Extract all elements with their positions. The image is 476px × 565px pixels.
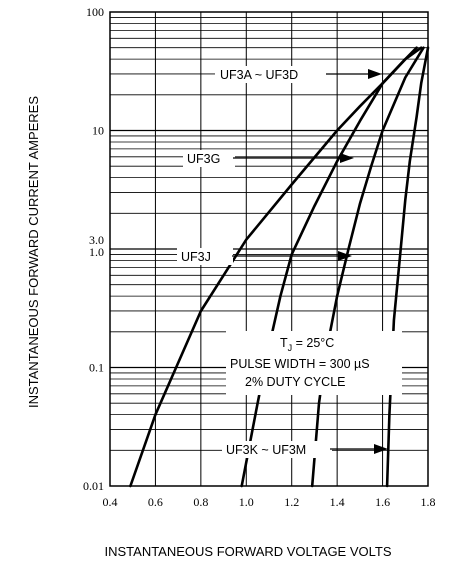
curve-uf3g (240, 46, 423, 488)
series-label-uf3g: UF3G (183, 150, 354, 167)
series-label-uf3j: UF3J (177, 248, 352, 265)
series-label-uf3k-uf3m-text: UF3K ~ UF3M (226, 443, 306, 457)
series-label-uf3g-text: UF3G (187, 152, 220, 166)
x-tick-label: 0.8 (193, 495, 208, 509)
x-tick-label: 1.0 (239, 495, 254, 509)
series-label-uf3a-uf3d-text: UF3A ~ UF3D (220, 68, 298, 82)
x-tick-label: 1.2 (284, 495, 299, 509)
x-tick-label: 0.4 (103, 495, 118, 509)
y-tick-label: 10 (92, 124, 104, 138)
y-tick-label: 100 (86, 5, 104, 19)
series-label-uf3j-text: UF3J (181, 250, 211, 264)
chart-grid (110, 12, 428, 486)
test-conditions: TJ = 25°C PULSE WIDTH = 300 µS 2% DUTY C… (226, 331, 402, 395)
series-label-uf3k-uf3m: UF3K ~ UF3M (222, 441, 388, 458)
y-axis-title: INSTANTANEOUS FORWARD CURRENT AMPERES (26, 96, 41, 408)
curve-uf3a-uf3d (129, 46, 418, 488)
curve-uf3k-uf3m (385, 46, 430, 488)
y-tick-label: 3.0 (89, 233, 104, 247)
y-tick-label: 0.01 (83, 479, 104, 493)
y-tick-label: 0.1 (89, 361, 104, 375)
plot-frame (109, 11, 429, 487)
x-axis-title: INSTANTANEOUS FORWARD VOLTAGE VOLTS (105, 544, 392, 559)
chart-curves (129, 46, 430, 488)
y-axis-ticks: 0.01 0.1 1.03.0 10 100 (83, 5, 104, 493)
x-axis-ticks: 0.4 0.6 0.8 1.0 1.2 1.4 1.6 1.8 (103, 495, 436, 509)
x-tick-label: 0.6 (148, 495, 163, 509)
duty-cycle-condition: 2% DUTY CYCLE (245, 375, 346, 389)
x-tick-label: 1.4 (330, 495, 345, 509)
tj-condition: TJ = 25°C (280, 336, 334, 353)
curve-uf3j (310, 46, 425, 488)
x-tick-label: 1.8 (421, 495, 436, 509)
series-label-uf3a-uf3d: UF3A ~ UF3D (215, 66, 382, 83)
y-tick-label: 1.0 (89, 245, 104, 259)
pulse-width-condition: PULSE WIDTH = 300 µS (230, 357, 370, 371)
x-tick-label: 1.6 (375, 495, 390, 509)
